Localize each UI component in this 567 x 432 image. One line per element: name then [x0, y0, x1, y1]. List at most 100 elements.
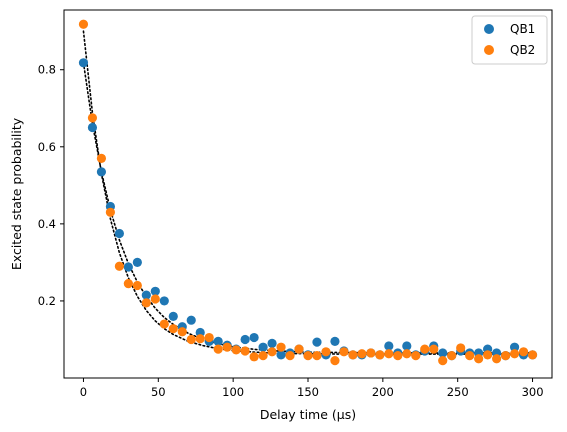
data-point-qb1 [276, 350, 286, 360]
data-point-qb2 [222, 342, 232, 352]
x-tick-label: 300 [522, 385, 544, 399]
y-axis-ticks: 0.2 0.4 0.6 0.8 [38, 63, 64, 308]
data-point-qb2 [518, 347, 529, 357]
data-point-qb1 [159, 296, 169, 306]
data-point-qb2 [177, 327, 187, 337]
data-point-qb1 [213, 336, 223, 346]
data-point-qb2 [501, 351, 511, 361]
data-point-qb2 [339, 347, 349, 357]
data-point-qb2 [195, 334, 205, 344]
data-point-qb1 [240, 334, 250, 345]
x-tick-label: 50 [151, 385, 166, 399]
data-points [78, 19, 538, 366]
data-point-qb2 [87, 113, 98, 123]
data-point-qb2 [366, 348, 376, 358]
data-point-qb1 [249, 332, 259, 343]
legend-label-qb1: QB1 [510, 22, 535, 36]
data-point-qb2 [321, 347, 331, 357]
x-tick-label: 150 [297, 385, 319, 399]
data-point-qb2 [509, 349, 520, 359]
x-axis-ticks: 0 50 100 150 200 250 300 [80, 378, 544, 399]
data-point-qb2 [186, 334, 196, 345]
x-axis-label: Delay time (µs) [260, 407, 356, 422]
data-point-qb1 [78, 58, 89, 68]
data-point-qb2 [141, 298, 151, 308]
y-tick-label: 0.8 [38, 63, 56, 77]
legend-marker-qb2 [484, 45, 494, 55]
x-tick-label: 0 [80, 385, 87, 399]
data-point-qb2 [114, 261, 124, 271]
data-point-qb1 [150, 286, 160, 296]
data-point-qb1 [267, 338, 277, 348]
data-point-qb2 [204, 332, 214, 343]
data-point-qb2 [492, 354, 502, 364]
data-point-qb2 [285, 351, 295, 361]
data-point-qb1 [402, 341, 412, 351]
data-point-qb2 [213, 344, 223, 354]
legend-label-qb2: QB2 [510, 43, 535, 57]
data-point-qb2 [231, 345, 241, 355]
data-point-qb2 [411, 351, 421, 361]
data-point-qb1 [123, 262, 133, 272]
data-point-qb2 [393, 351, 403, 361]
data-point-qb2 [402, 349, 412, 359]
data-point-qb2 [294, 344, 304, 354]
data-point-qb1 [384, 341, 394, 351]
data-point-qb2 [168, 324, 178, 334]
data-point-qb2 [330, 356, 340, 366]
data-point-qb1 [330, 336, 340, 346]
data-point-qb2 [375, 350, 385, 360]
data-point-qb1 [132, 257, 142, 267]
data-point-qb1 [258, 342, 268, 352]
data-point-qb2 [312, 351, 322, 361]
data-point-qb2 [447, 351, 457, 361]
data-point-qb2 [159, 319, 169, 329]
data-point-qb2 [465, 351, 475, 361]
data-point-qb1 [168, 311, 178, 321]
data-point-qb2 [420, 344, 430, 354]
fit-curve-2 [82, 30, 534, 355]
series-qb2 [78, 19, 538, 366]
data-point-qb2 [303, 351, 313, 361]
data-point-qb2 [384, 349, 394, 359]
data-point-qb2 [132, 280, 142, 291]
data-point-qb1 [87, 122, 98, 133]
data-point-qb2 [438, 356, 448, 366]
data-point-qb1 [312, 337, 322, 347]
data-point-qb1 [438, 348, 448, 358]
y-tick-label: 0.2 [38, 294, 56, 308]
data-point-qb2 [276, 342, 286, 352]
data-point-qb2 [78, 19, 89, 29]
legend: QB1 QB2 [471, 15, 548, 65]
data-point-qb2 [105, 207, 115, 217]
x-tick-label: 250 [447, 385, 469, 399]
data-point-qb2 [483, 350, 493, 360]
plot-area-frame [63, 9, 553, 379]
data-point-qb2 [249, 352, 259, 362]
y-axis-label: Excited state probability [9, 117, 24, 270]
y-tick-label: 0.4 [38, 217, 56, 231]
data-point-qb2 [456, 343, 466, 353]
series-qb1 [78, 58, 538, 361]
data-point-qb2 [357, 349, 367, 359]
fit-curve-1 [82, 61, 534, 354]
data-point-qb2 [150, 294, 160, 304]
data-point-qb1 [141, 290, 151, 300]
data-point-qb2 [474, 354, 484, 364]
data-point-qb1 [114, 228, 124, 239]
legend-marker-qb1 [484, 24, 494, 34]
x-tick-label: 100 [222, 385, 244, 399]
data-point-qb2 [348, 350, 358, 360]
fit-curves [82, 30, 534, 355]
data-point-qb1 [186, 315, 196, 325]
data-point-qb1 [96, 167, 107, 177]
y-tick-label: 0.6 [38, 140, 56, 154]
x-tick-label: 200 [372, 385, 394, 399]
data-point-qb2 [267, 347, 277, 357]
data-point-qb2 [240, 346, 250, 356]
data-point-qb2 [96, 153, 107, 163]
data-point-qb2 [258, 351, 268, 361]
data-point-qb1 [509, 342, 520, 352]
data-point-qb2 [527, 350, 538, 360]
